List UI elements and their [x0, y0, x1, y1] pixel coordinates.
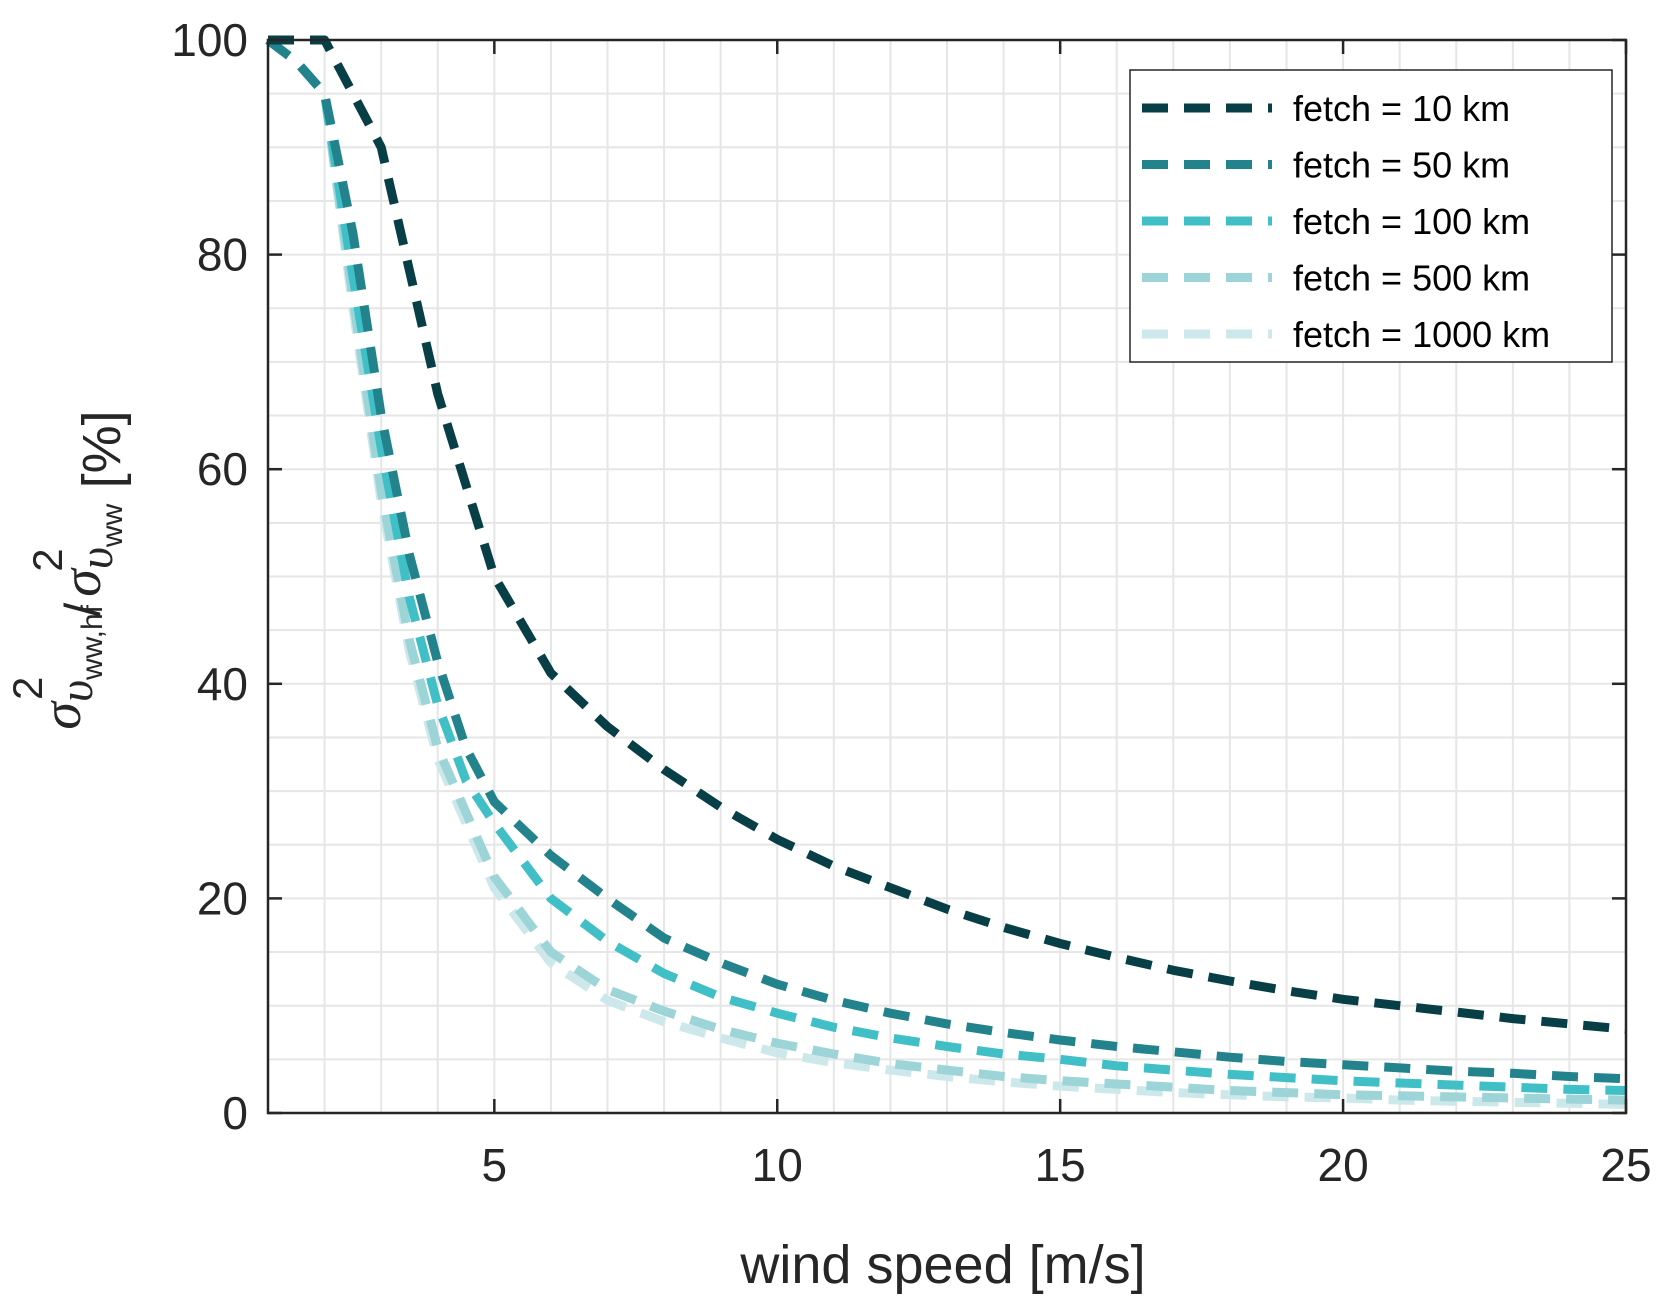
- x-tick-label: 15: [1035, 1139, 1086, 1191]
- series-line: [265, 36, 1627, 1084]
- plot-frame: [266, 38, 1628, 1115]
- series-line: [268, 35, 1627, 1034]
- x-axis-title: wind speed [m/s]: [739, 1235, 1145, 1295]
- x-tick-label: 10: [752, 1139, 803, 1191]
- y-tick-label: 0: [222, 1087, 248, 1139]
- y-sigma-2: σ: [51, 567, 113, 597]
- y-exponent-1: 2: [4, 677, 51, 700]
- legend: fetch = 10 km fetch = 50 km fetch = 100 km…: [1129, 69, 1613, 363]
- legend-label: fetch = 50 km: [1293, 145, 1510, 186]
- y-tick-label: 40: [197, 658, 248, 710]
- y-tick-label: 60: [197, 443, 248, 495]
- x-tick-label: 5: [482, 1139, 508, 1191]
- x-tick-label: 25: [1600, 1139, 1651, 1191]
- series-lines: [265, 35, 1627, 1109]
- y-upsilon-2: υ: [70, 547, 123, 569]
- legend-label: fetch = 100 km: [1293, 201, 1530, 242]
- legend-label: fetch = 10 km: [1293, 88, 1510, 129]
- y-tick-label: 100: [171, 14, 248, 66]
- y-tick-label: 20: [197, 872, 248, 924]
- y-unit: [%]: [72, 410, 132, 488]
- y-subscript-hf: ww,hf: [76, 604, 109, 681]
- y-sigma-1: σ: [31, 700, 93, 730]
- y-axis-title-text: συww,hf2/συww2[%]: [4, 410, 132, 729]
- series-line: [265, 36, 1627, 1105]
- axis-ticks: 5 10 15 20 25 0 20 40 60 80 100: [171, 14, 1651, 1191]
- y-slash: /: [55, 603, 111, 617]
- legend-box: [1129, 69, 1613, 363]
- series-line: [265, 36, 1627, 1095]
- y-subscript-ww: ww: [96, 503, 129, 548]
- y-upsilon-1: υ: [50, 680, 103, 702]
- x-tick-label: 20: [1317, 1139, 1368, 1191]
- y-axis-title: συww,hf2/συww2[%]: [4, 410, 132, 729]
- y-tick-label: 80: [197, 229, 248, 281]
- legend-label: fetch = 1000 km: [1293, 314, 1550, 355]
- legend-label: fetch = 500 km: [1293, 258, 1530, 299]
- y-exponent-2: 2: [24, 548, 71, 571]
